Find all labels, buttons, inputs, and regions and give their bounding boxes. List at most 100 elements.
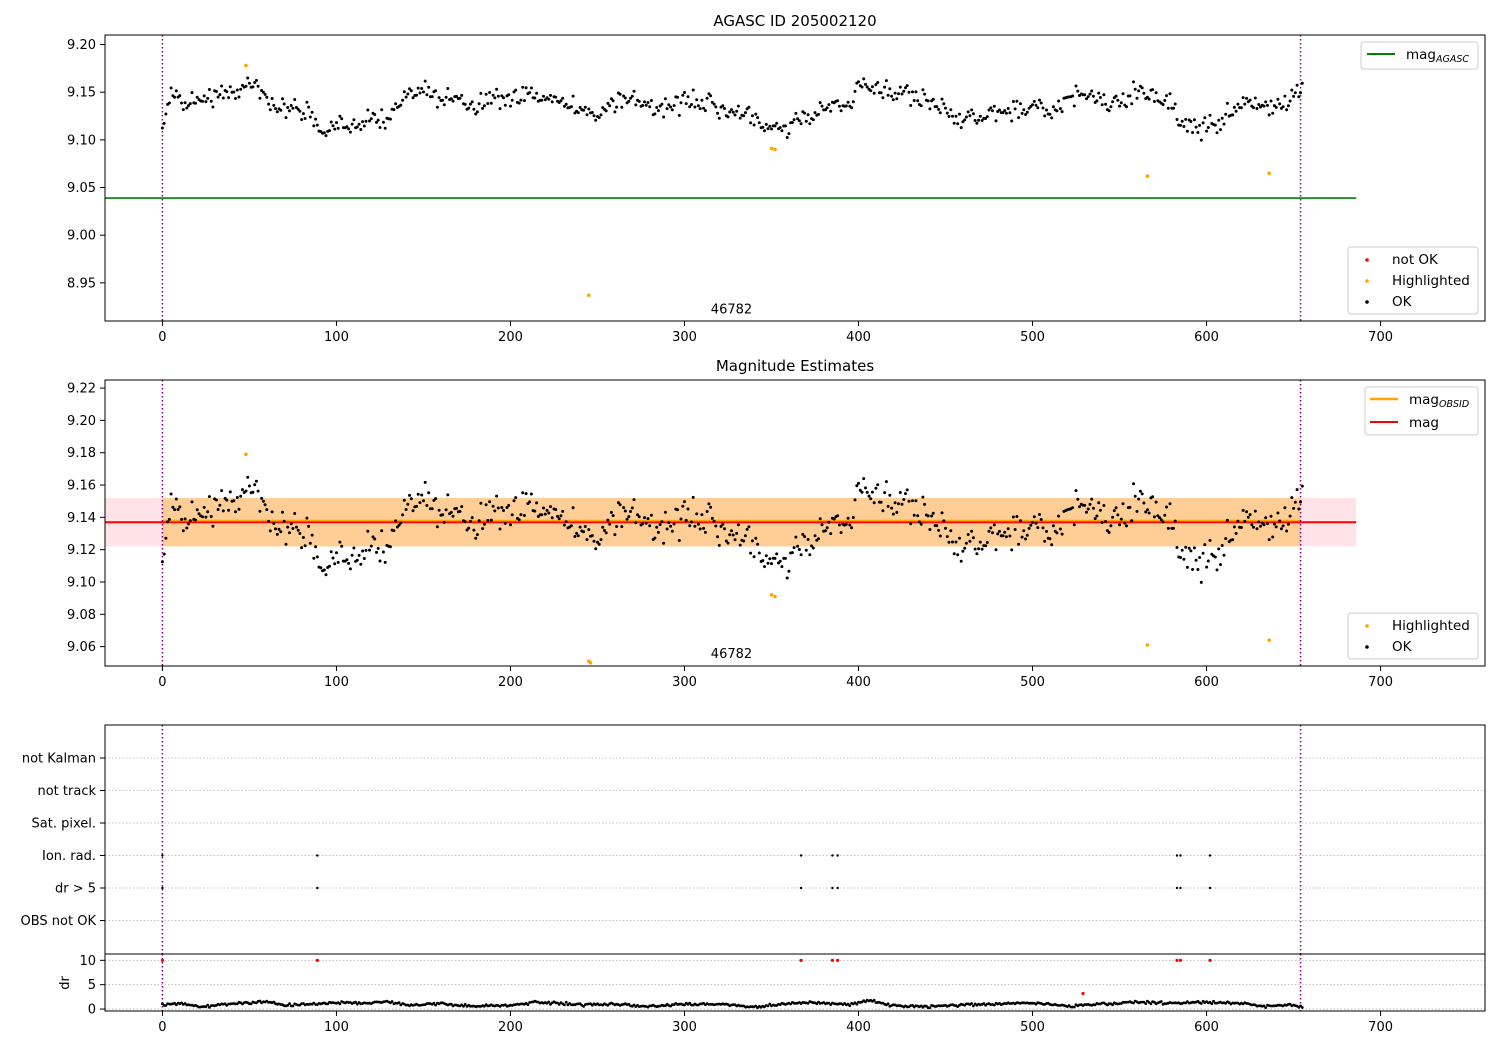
ok-point: [498, 107, 502, 111]
ok-point: [449, 97, 453, 101]
ok-point: [860, 490, 864, 494]
ok-point: [425, 504, 429, 507]
ok-point: [169, 86, 173, 90]
ok-point: [768, 557, 772, 561]
dr-point: [563, 1003, 566, 1007]
x-tick-label: 100: [324, 1020, 349, 1035]
ok-point: [437, 96, 441, 100]
ok-point: [667, 103, 671, 107]
y-tick-label: 9.16: [67, 479, 96, 494]
ok-point: [808, 122, 812, 126]
ok-point: [488, 500, 492, 504]
ok-point: [562, 523, 566, 527]
ok-point: [736, 523, 740, 527]
dr-point: [768, 1002, 772, 1006]
ok-point: [263, 92, 267, 96]
ok-point: [1001, 534, 1005, 538]
ok-point: [1015, 99, 1019, 103]
ok-point: [827, 103, 831, 107]
ok-point: [564, 102, 568, 106]
dr-point: [249, 1002, 253, 1006]
ok-point: [848, 523, 852, 527]
dr-point: [557, 1003, 561, 1006]
ok-point: [254, 78, 258, 82]
ok-point: [817, 112, 820, 116]
ok-point: [897, 502, 900, 506]
ok-point: [590, 111, 594, 114]
ok-point: [380, 108, 384, 112]
ok-point: [1032, 515, 1036, 519]
ok-point: [691, 495, 695, 499]
ok-point: [1222, 553, 1226, 557]
ok-point: [364, 119, 368, 123]
y-tick-label: 5: [88, 978, 96, 993]
ok-point: [1011, 100, 1015, 103]
ok-point: [1163, 513, 1167, 517]
ok-point: [362, 557, 366, 560]
ok-point: [479, 501, 483, 505]
ok-point: [1206, 126, 1210, 129]
ok-point: [1034, 103, 1038, 107]
ok-point: [503, 521, 507, 525]
ok-point: [618, 92, 622, 96]
ok-point: [416, 492, 420, 496]
ok-point: [409, 89, 413, 93]
dr-point: [806, 1001, 810, 1005]
ok-point: [308, 115, 312, 119]
dr-point: [1144, 1002, 1148, 1005]
panel2-title: Magnitude Estimates: [716, 357, 874, 375]
ok-point: [916, 99, 920, 103]
ok-point: [178, 94, 182, 98]
ok-point: [293, 98, 297, 101]
x-tick-label: 0: [158, 330, 166, 345]
y-tick-label: 9.22: [67, 382, 96, 397]
ok-point: [333, 127, 337, 131]
ok-point: [470, 516, 474, 520]
ok-point: [427, 85, 431, 89]
ok-point: [254, 479, 258, 483]
ok-point: [649, 513, 653, 517]
y-tick-label: 9.20: [67, 38, 96, 53]
ok-point: [482, 104, 486, 108]
dr-point: [582, 1005, 585, 1008]
ok-point: [653, 536, 657, 540]
ok-point: [876, 483, 880, 487]
ok-point: [961, 549, 965, 553]
ok-point: [1208, 113, 1212, 117]
ok-point: [314, 545, 318, 549]
ok-point: [686, 95, 690, 99]
highlighted-point: [1145, 174, 1150, 178]
ok-point: [756, 542, 760, 546]
dr-point: [206, 1003, 210, 1007]
ok-point: [1043, 539, 1047, 543]
ok-point: [1039, 518, 1043, 521]
ok-point: [1231, 113, 1235, 117]
ok-point: [291, 106, 295, 110]
ok-point: [954, 114, 958, 118]
y-tick-label: 9.15: [67, 86, 96, 101]
ok-point: [1029, 523, 1033, 527]
highlighted-point: [773, 147, 777, 152]
ok-point: [1271, 535, 1275, 539]
ok-point: [1225, 101, 1229, 105]
ok-point: [912, 99, 916, 102]
ok-point: [162, 121, 166, 125]
ok-point: [1038, 98, 1041, 102]
ok-point: [592, 539, 596, 543]
ok-point: [1201, 551, 1205, 555]
ok-point: [644, 521, 648, 525]
ok-point: [623, 509, 627, 513]
ok-point: [1201, 121, 1205, 125]
panel1-obsid-label: 46782: [711, 302, 752, 317]
ok-point: [1036, 526, 1040, 530]
ok-point: [660, 102, 664, 106]
ok-point: [681, 93, 685, 97]
ok-point: [1034, 521, 1038, 525]
ok-point: [1199, 580, 1203, 584]
ok-point: [895, 510, 899, 514]
ok-point: [966, 533, 970, 536]
dr-point: [164, 1004, 168, 1007]
ok-point: [750, 539, 754, 543]
dr-point: [972, 1004, 975, 1008]
ok-point: [820, 523, 824, 527]
